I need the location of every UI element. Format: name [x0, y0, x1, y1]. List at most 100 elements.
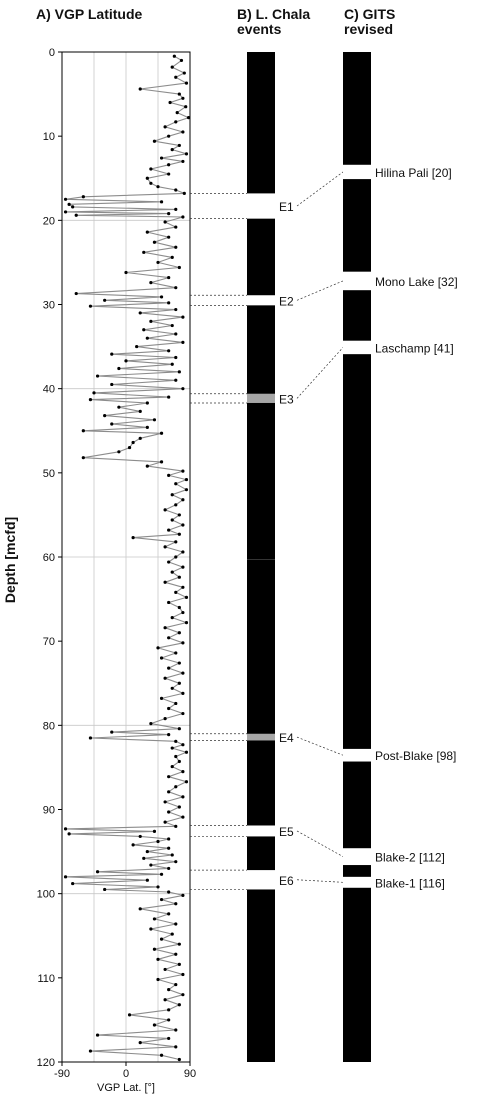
vgp-data-point	[167, 301, 171, 305]
vgp-data-point	[163, 125, 167, 129]
vgp-data-point	[177, 575, 181, 579]
vgp-data-point	[174, 651, 178, 655]
vgp-data-point	[145, 401, 149, 405]
vgp-data-point	[170, 686, 174, 690]
vgp-data-point	[177, 143, 181, 148]
vgp-data-point	[174, 225, 178, 229]
gits-event-label: Hilina Pali [20]	[375, 166, 452, 180]
vgp-data-point	[167, 890, 171, 894]
vgp-series-line	[65, 55, 190, 1061]
lake-chala-event-band	[247, 393, 275, 403]
vgp-data-point	[127, 1013, 132, 1017]
vgp-data-point	[181, 610, 185, 615]
vgp-data-point	[181, 691, 185, 695]
vgp-data-point	[177, 513, 181, 517]
x-tick-label: -90	[54, 1068, 70, 1080]
vgp-data-point	[170, 362, 174, 366]
vgp-data-point	[184, 477, 189, 482]
vgp-data-point	[170, 853, 174, 857]
vgp-data-point	[88, 398, 93, 402]
vgp-data-point	[163, 626, 167, 630]
vgp-data-point	[174, 355, 178, 360]
vgp-data-point	[167, 846, 171, 850]
y-tick-label: 110	[37, 973, 55, 985]
vgp-data-point	[163, 800, 167, 804]
vgp-data-point	[163, 580, 167, 584]
vgp-data-point	[184, 780, 189, 784]
vgp-data-point	[110, 730, 114, 734]
vgp-data-point	[110, 352, 114, 356]
vgp-data-point	[181, 340, 185, 344]
vgp-data-point	[167, 837, 171, 841]
vgp-data-point	[174, 540, 178, 544]
vgp-data-point	[181, 523, 185, 527]
vgp-data-point	[63, 210, 68, 214]
vgp-data-point	[149, 167, 153, 171]
vgp-data-point	[184, 105, 188, 109]
vgp-data-point	[103, 298, 107, 302]
y-tick-label: 90	[43, 805, 55, 817]
y-tick-label: 20	[43, 215, 55, 227]
grid-layer	[62, 52, 190, 1062]
vgp-data-point	[174, 902, 178, 906]
panel-a-title: A) VGP Latitude	[36, 6, 143, 22]
vgp-data-point	[159, 200, 164, 204]
vgp-data-point	[167, 349, 171, 353]
vgp-data-point	[179, 58, 184, 63]
vgp-data-point	[177, 681, 181, 685]
vgp-data-point	[110, 382, 114, 387]
vgp-data-point	[174, 286, 178, 290]
gits-event-band	[343, 164, 371, 180]
gits-event-band	[343, 848, 371, 866]
vgp-data-point	[167, 528, 171, 532]
vgp-data-point	[152, 917, 157, 921]
vgp-data-point	[167, 395, 171, 399]
vgp-data-point	[174, 922, 178, 926]
vgp-data-point	[131, 843, 135, 847]
x-tick-label: 0	[123, 1068, 129, 1080]
vgp-data-point	[156, 185, 160, 189]
vgp-data-point	[167, 866, 171, 871]
y-tick-label: 80	[43, 720, 55, 732]
lake-chala-event-label: E4	[279, 731, 294, 745]
vgp-data-point	[156, 977, 160, 982]
vgp-data-point	[81, 195, 85, 199]
vgp-data-point	[174, 1028, 178, 1032]
gits-event-label: Mono Lake [32]	[375, 275, 458, 289]
vgp-data-point	[167, 275, 171, 280]
vgp-data-point	[181, 315, 185, 319]
gits-column-bar	[343, 52, 371, 1062]
y-axis-label: Depth [mcfd]	[2, 517, 18, 603]
vgp-data-point	[174, 754, 178, 759]
panel-c-title-line2: revised	[344, 21, 393, 37]
vgp-data-point	[174, 982, 178, 987]
vgp-data-point	[181, 159, 185, 164]
lake-chala-column: E1 E2 E3 E4 E5 E6	[247, 52, 294, 1062]
vgp-data-point	[177, 962, 181, 966]
lake-chala-event-label: E6	[279, 874, 294, 888]
vgp-data-point	[159, 897, 164, 902]
vgp-data-point	[159, 872, 164, 876]
vgp-data-point	[174, 307, 178, 312]
vgp-data-point	[170, 148, 174, 152]
vgp-data-point	[145, 176, 149, 180]
vgp-data-point	[182, 71, 186, 75]
vgp-data-point	[124, 270, 128, 275]
vgp-data-point	[174, 739, 178, 743]
vgp-data-point	[181, 711, 185, 716]
connector-layer	[190, 171, 344, 890]
vgp-data-point	[138, 311, 142, 315]
vgp-data-point	[174, 207, 178, 211]
vgp-data-point	[181, 565, 185, 569]
panel-b-title-line1: B) L. Chala	[237, 6, 310, 22]
vgp-data-point	[149, 722, 153, 726]
vgp-data-point	[63, 827, 68, 831]
vgp-data-point	[170, 65, 174, 69]
vgp-data-point	[74, 213, 78, 217]
vgp-data-point	[152, 829, 157, 833]
vgp-data-point	[103, 414, 107, 418]
lake-chala-event-band	[247, 733, 275, 741]
y-tick-label: 60	[43, 552, 55, 564]
vgp-data-point	[167, 235, 171, 239]
y-tick-label: 0	[49, 47, 55, 59]
